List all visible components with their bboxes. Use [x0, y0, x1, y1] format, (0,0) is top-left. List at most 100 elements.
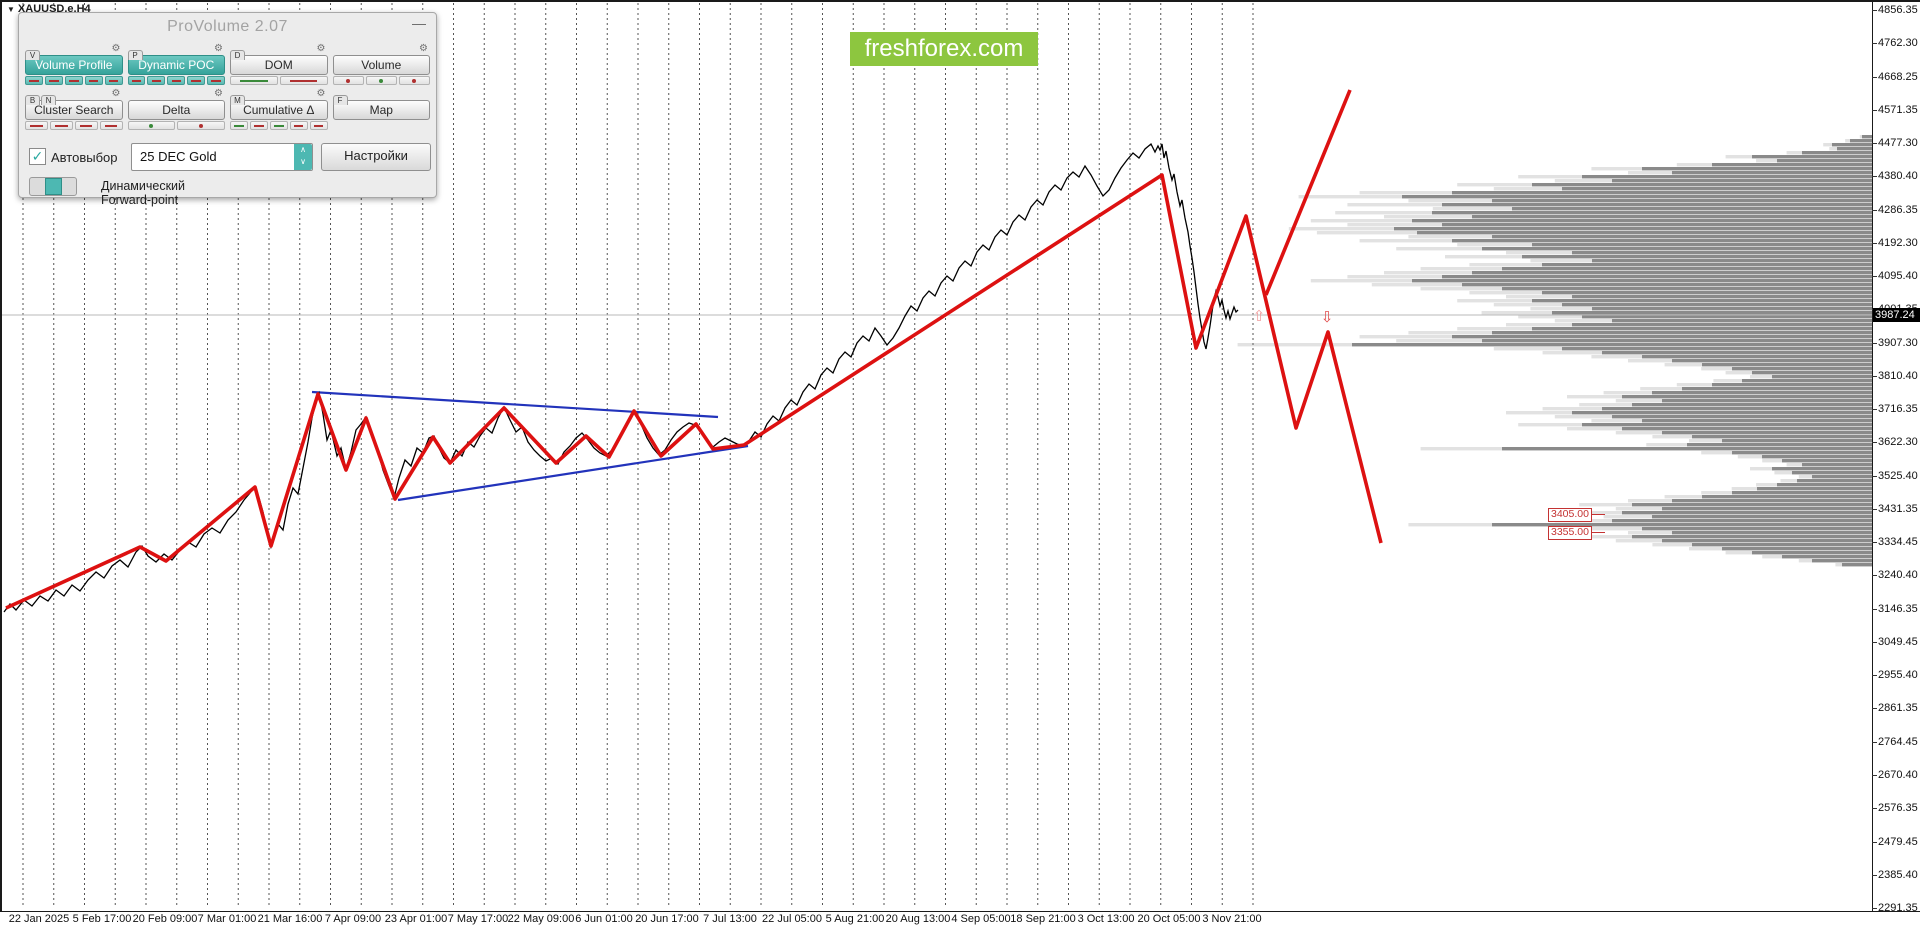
indicator-segment[interactable] — [398, 76, 431, 85]
module-map[interactable]: F Map — [332, 90, 430, 130]
module-button-label[interactable]: Dynamic POC — [127, 55, 225, 75]
gear-icon[interactable]: ⚙ — [316, 88, 326, 99]
module-button-label[interactable]: Cumulative Δ — [230, 100, 328, 120]
panel-minimize-button[interactable]: — — [412, 15, 426, 31]
hotkey-tab-B[interactable]: B — [25, 95, 40, 105]
red-bullish-branch[interactable] — [1264, 89, 1352, 296]
indicator-segment[interactable] — [289, 121, 308, 130]
combobox-spinner[interactable]: ∧ ∨ — [294, 144, 312, 170]
contract-combobox-value: 25 DEC Gold — [140, 149, 217, 164]
module-button-label[interactable]: Map — [332, 100, 430, 120]
price-tick — [1872, 375, 1877, 377]
module-button-label[interactable]: DOM — [230, 55, 328, 75]
module-grid: V ⚙ Volume Profile P ⚙ Dynamic POC D ⚙ DOM ⚙ Volum… — [25, 43, 431, 130]
hotkey-tab-N[interactable]: N — [41, 95, 56, 105]
dash-red-indicator — [131, 79, 142, 82]
indicator-segment[interactable] — [25, 121, 48, 130]
time-axis-label: 6 Jun 01:00 — [575, 913, 633, 925]
price-tick — [1872, 508, 1877, 510]
price-tick — [1872, 608, 1877, 610]
module-dynamic-poc[interactable]: P ⚙ Dynamic POC — [127, 43, 226, 85]
time-axis-label: 20 Feb 09:00 — [132, 913, 198, 925]
indicator-segment[interactable] — [279, 76, 328, 85]
chevron-down-icon[interactable]: ▼ — [7, 5, 15, 14]
indicator-segment[interactable] — [207, 76, 226, 85]
price-tick — [1872, 542, 1877, 544]
module-button-label[interactable]: Delta — [127, 100, 225, 120]
indicator-segment[interactable] — [99, 121, 123, 130]
gear-icon[interactable]: ⚙ — [214, 43, 223, 54]
window-left-border — [0, 0, 2, 911]
indicator-segment[interactable] — [127, 76, 146, 85]
module-indicators — [332, 76, 431, 85]
indicator-segment[interactable] — [332, 76, 364, 85]
indicator-segment[interactable] — [147, 76, 166, 85]
red-forecast-zigzag[interactable] — [5, 173, 1383, 610]
indicator-segment[interactable] — [74, 121, 98, 130]
gear-icon[interactable]: ⚙ — [214, 88, 223, 99]
gear-icon[interactable]: ⚙ — [419, 43, 428, 54]
window-top-border — [0, 0, 1920, 2]
time-axis-separator — [0, 911, 1920, 912]
price-tick — [1872, 774, 1877, 776]
indicator-segment[interactable] — [365, 76, 397, 85]
gear-icon[interactable]: ⚙ — [111, 43, 121, 54]
indicator-segment[interactable] — [84, 76, 103, 85]
module-button-label[interactable]: Volume Profile — [25, 55, 123, 75]
indicator-segment[interactable] — [177, 121, 225, 130]
hotkey-tab-D[interactable]: D — [230, 50, 245, 60]
price-tick — [1872, 43, 1877, 45]
module-button-label[interactable]: Volume — [332, 55, 430, 75]
gear-icon[interactable]: ⚙ — [316, 43, 326, 54]
indicator-segment[interactable] — [230, 121, 248, 130]
indicator-segment[interactable] — [309, 121, 328, 130]
indicator-segment[interactable] — [269, 121, 288, 130]
price-tick — [1872, 342, 1877, 344]
module-button-label[interactable]: Cluster Search — [25, 100, 123, 120]
indicator-segment[interactable] — [167, 76, 186, 85]
arrow-up-icon[interactable]: ⇧ — [1253, 307, 1266, 325]
price-axis-label: 4571.35 — [1878, 103, 1918, 116]
price-axis-label: 2385.40 — [1878, 868, 1918, 881]
indicator-segment[interactable] — [44, 76, 63, 85]
price-axis-label: 3525.40 — [1878, 469, 1918, 482]
toggle-knob[interactable] — [45, 178, 62, 195]
dash-red-indicator — [49, 79, 59, 82]
indicator-segment[interactable] — [64, 76, 83, 85]
settings-button[interactable]: Настройки — [321, 143, 431, 171]
module-volume[interactable]: ⚙ Volume — [332, 43, 431, 85]
dash-red-indicator — [293, 124, 304, 127]
module-dom[interactable]: D ⚙ DOM — [230, 43, 328, 85]
indicator-segment[interactable] — [104, 76, 123, 85]
contract-combobox[interactable]: 25 DEC Gold ∧ ∨ — [131, 143, 313, 171]
price-tick — [1872, 143, 1877, 145]
price-tick — [1872, 841, 1877, 843]
module-cumulative-[interactable]: M ⚙ Cumulative Δ — [230, 88, 328, 130]
indicator-segment[interactable] — [127, 121, 176, 130]
indicator-segment[interactable] — [249, 121, 268, 130]
indicator-segment[interactable] — [49, 121, 73, 130]
triangle-trendlines[interactable] — [311, 390, 749, 502]
arrow-down-icon[interactable]: ⇩ — [1321, 308, 1334, 326]
hotkey-tab-M[interactable]: M — [230, 95, 245, 105]
spinner-up-icon[interactable]: ∧ — [300, 145, 306, 154]
price-tick — [1872, 442, 1877, 444]
hotkey-tab-V[interactable]: V — [25, 50, 40, 60]
indicator-segment[interactable] — [230, 76, 278, 85]
price-axis-label: 2291.35 — [1878, 902, 1918, 915]
hotkey-tab-F[interactable]: F — [332, 95, 348, 105]
hotkey-tab-P[interactable]: P — [127, 50, 143, 60]
dash-green-indicator — [240, 79, 268, 82]
indicator-segment[interactable] — [187, 76, 206, 85]
module-volume-profile[interactable]: V ⚙ Volume Profile — [25, 43, 123, 85]
dash-red-indicator — [104, 124, 118, 127]
current-price-badge: 3987.24 — [1873, 308, 1920, 322]
spinner-down-icon[interactable]: ∨ — [300, 157, 306, 166]
module-cluster-search[interactable]: B N ⚙ Cluster Search — [25, 88, 123, 130]
autoselect-checkbox[interactable]: ✓ — [29, 148, 46, 165]
indicator-segment[interactable] — [25, 76, 43, 85]
gear-icon[interactable]: ⚙ — [111, 88, 121, 99]
module-delta[interactable]: ⚙ Delta — [127, 88, 225, 130]
forward-point-toggle[interactable] — [29, 177, 77, 196]
